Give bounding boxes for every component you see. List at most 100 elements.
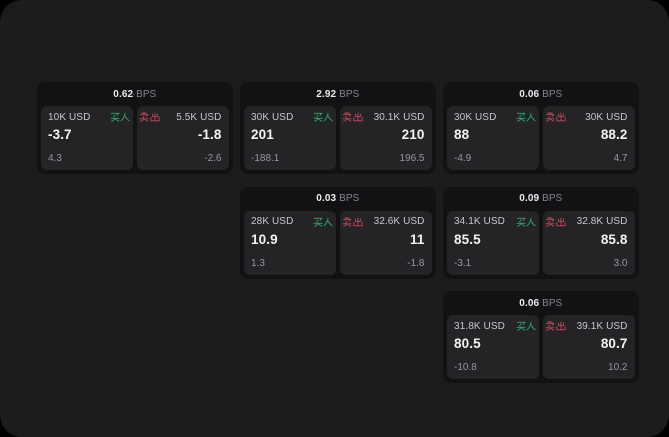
- buy-tile-top: 30K USD: [251, 111, 329, 123]
- buy-amount: 28K USD: [251, 216, 294, 227]
- spread-unit: BPS: [542, 88, 563, 100]
- sell-tile[interactable]: 32.8K USD 85.8 3.0: [542, 210, 635, 275]
- quote-panes: 10K USD -3.7 4.3 5.5K USD -1.8 -2.6: [41, 106, 229, 170]
- spread-header: 0.06 BPS: [447, 291, 635, 315]
- buy-char-ru-icon: [323, 217, 333, 227]
- buy-tile[interactable]: 34.1K USD 85.5 -3.1: [447, 210, 539, 275]
- sell-change: 3.0: [613, 257, 628, 269]
- spread-value: 2.92: [316, 88, 337, 100]
- sell-price: 210: [401, 127, 425, 142]
- quote-panes: 34.1K USD 85.5 -3.1 32.8K USD 85.8 3.0: [447, 210, 635, 275]
- sell-char-chu-icon: [353, 112, 363, 122]
- buy-tile[interactable]: 31.8K USD 80.5 -10.8: [447, 315, 539, 379]
- sell-char-chu-icon: [150, 112, 160, 122]
- buy-char-ru-icon: [526, 217, 536, 227]
- sell-tile[interactable]: 30K USD 88.2 4.7: [542, 106, 635, 170]
- sell-label: [342, 112, 363, 122]
- sell-tile-top: 5.5K USD: [144, 111, 222, 123]
- buy-tile-top: 34.1K USD: [454, 216, 532, 228]
- quote-panes: 28K USD 10.9 1.3 32.6K USD 11 -1.8: [244, 210, 432, 275]
- spread-value: 0.62: [113, 88, 134, 100]
- buy-char-mai-icon: [313, 217, 323, 227]
- sell-tile-top: 32.8K USD: [550, 216, 628, 228]
- buy-char-mai-icon: [516, 321, 526, 331]
- spread-value: 0.03: [316, 193, 337, 204]
- spread-unit: BPS: [339, 193, 360, 204]
- sell-char-mai-icon: [342, 112, 352, 122]
- quote-card: 0.03 BPS 28K USD 10.9 1.3 32.6K USD: [240, 186, 436, 279]
- buy-label: [313, 217, 334, 227]
- spread-unit: BPS: [339, 88, 360, 100]
- spread-unit: BPS: [542, 297, 563, 309]
- quote-card: 0.09 BPS 34.1K USD 85.5 -3.1 32.8K USD: [443, 186, 639, 279]
- sell-amount: 39.1K USD: [576, 320, 628, 332]
- buy-label: [516, 321, 537, 331]
- buy-label: [516, 217, 537, 227]
- quote-card: 2.92 BPS 30K USD 201 -188.1 30.1K USD: [240, 82, 436, 174]
- sell-char-chu-icon: [556, 112, 566, 122]
- sell-price: -1.8: [197, 127, 222, 142]
- spread-unit: BPS: [542, 193, 563, 204]
- sell-char-mai-icon: [342, 217, 352, 227]
- buy-price: 201: [251, 127, 274, 142]
- sell-amount: 30K USD: [585, 111, 628, 123]
- sell-price: 11: [410, 231, 425, 247]
- buy-change: -10.8: [454, 362, 477, 373]
- buy-tile-top: 28K USD: [251, 216, 329, 228]
- sell-amount: 5.5K USD: [176, 111, 222, 123]
- spread-value: 0.06: [519, 88, 540, 100]
- quote-panes: 31.8K USD 80.5 -10.8 39.1K USD 80.7 10.2: [447, 315, 635, 379]
- buy-tile[interactable]: 10K USD -3.7 4.3: [41, 106, 133, 170]
- sell-change: 196.5: [399, 153, 425, 164]
- buy-amount: 31.8K USD: [454, 320, 505, 332]
- quote-panes: 30K USD 201 -188.1 30.1K USD 210 196.5: [244, 106, 432, 170]
- quote-panes: 30K USD 88 -4.9 30K USD 88.2 4.7: [447, 106, 635, 170]
- spread-header: 0.03 BPS: [244, 187, 432, 211]
- sell-tile[interactable]: 32.6K USD 11 -1.8: [339, 210, 432, 275]
- sell-char-mai-icon: [545, 112, 555, 122]
- sell-label: [545, 321, 566, 331]
- sell-change: -1.8: [407, 257, 425, 269]
- sell-char-chu-icon: [353, 217, 363, 227]
- buy-char-mai-icon: [516, 217, 526, 227]
- sell-price: 88.2: [600, 127, 628, 142]
- buy-amount: 34.1K USD: [454, 216, 505, 227]
- buy-change: -188.1: [251, 153, 280, 164]
- quote-card: 0.06 BPS 31.8K USD 80.5 -10.8 39.1K USD: [443, 291, 639, 383]
- sell-change: 10.2: [608, 362, 628, 373]
- sell-char-mai-icon: [545, 321, 555, 331]
- sell-label: [139, 112, 160, 122]
- spread-value: 0.09: [519, 193, 540, 204]
- buy-char-mai-icon: [313, 112, 323, 122]
- buy-amount: 30K USD: [454, 111, 497, 123]
- buy-tile[interactable]: 28K USD 10.9 1.3: [244, 210, 336, 275]
- buy-price: 85.5: [454, 231, 481, 247]
- buy-tile[interactable]: 30K USD 201 -188.1: [244, 106, 336, 170]
- spread-unit: BPS: [136, 88, 157, 100]
- sell-tile[interactable]: 39.1K USD 80.7 10.2: [542, 315, 635, 379]
- buy-char-ru-icon: [526, 321, 536, 331]
- buy-price: 80.5: [454, 336, 481, 351]
- sell-price: 85.8: [600, 231, 628, 247]
- sell-tile[interactable]: 5.5K USD -1.8 -2.6: [136, 106, 229, 170]
- buy-amount: 30K USD: [251, 111, 294, 123]
- sell-char-chu-icon: [556, 217, 566, 227]
- sell-change: 4.7: [613, 153, 628, 164]
- buy-tile-top: 10K USD: [48, 111, 126, 123]
- buy-char-ru-icon: [526, 112, 536, 122]
- sell-char-chu-icon: [556, 321, 566, 331]
- buy-char-mai-icon: [516, 112, 526, 122]
- buy-label: [516, 112, 537, 122]
- spread-value: 0.06: [519, 297, 540, 309]
- sell-label: [545, 112, 566, 122]
- sell-label: [342, 217, 363, 227]
- spread-header: 0.62 BPS: [41, 82, 229, 106]
- buy-tile[interactable]: 30K USD 88 -4.9: [447, 106, 539, 170]
- buy-change: -4.9: [454, 153, 472, 164]
- sell-char-mai-icon: [139, 112, 149, 122]
- spread-header: 0.06 BPS: [447, 82, 635, 106]
- sell-amount: 30.1K USD: [373, 111, 425, 123]
- sell-tile[interactable]: 30.1K USD 210 196.5: [339, 106, 432, 170]
- sell-char-mai-icon: [545, 217, 555, 227]
